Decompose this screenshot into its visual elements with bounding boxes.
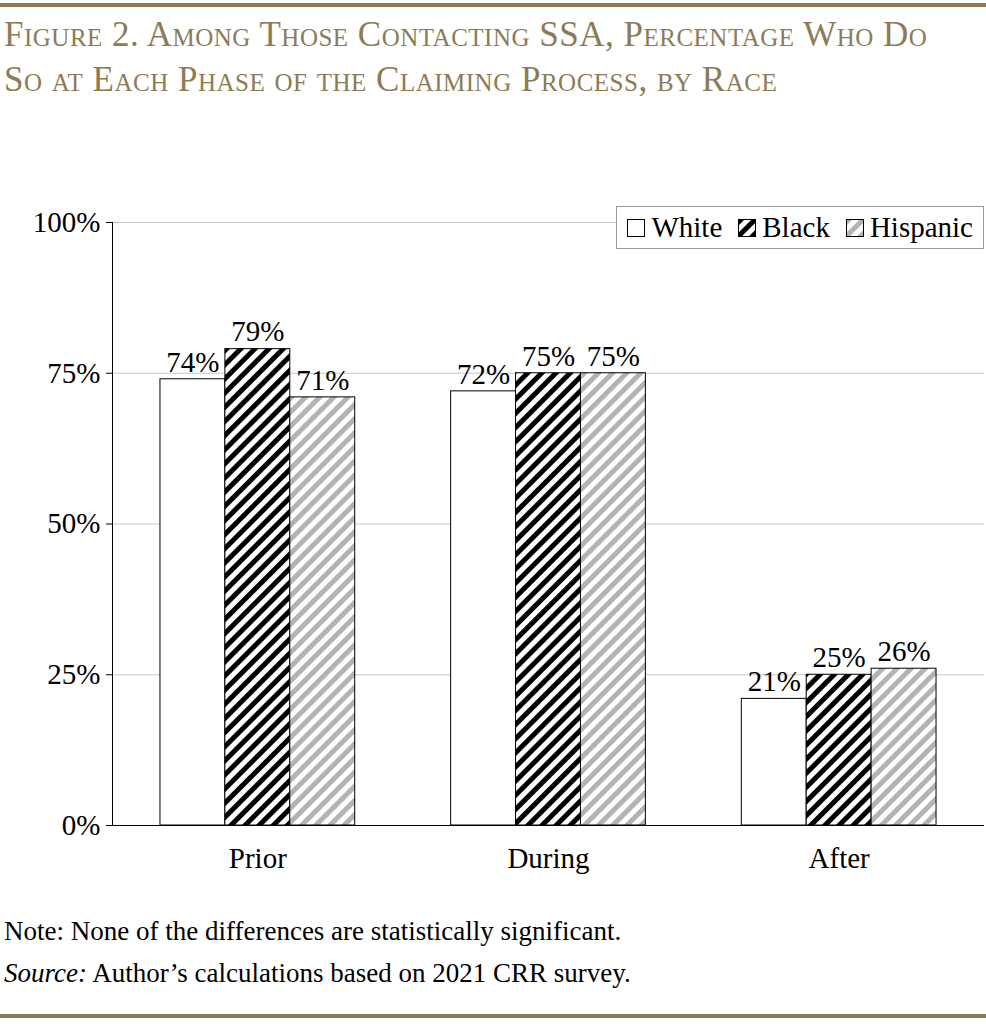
svg-text:During: During [507, 842, 589, 874]
svg-text:71%: 71% [296, 364, 349, 396]
html-text:White: White [651, 211, 723, 243]
svg-text:21%: 21% [748, 665, 801, 697]
html-text:Note: None of the differences: Note: None of the differences are statis… [4, 916, 622, 946]
svg-text:26%: 26% [877, 635, 930, 667]
svg-text:74%: 74% [166, 346, 219, 378]
svg-text:75%: 75% [587, 340, 640, 372]
svg-text:100%: 100% [33, 206, 101, 238]
html-text:Figure 2. Among Those Contacti: Figure 2. Among Those Contacting SSA, Pe… [4, 15, 928, 99]
html-text:Hispanic: Hispanic [869, 211, 973, 243]
svg-text:0%: 0% [62, 809, 101, 841]
svg-text:79%: 79% [231, 315, 284, 347]
svg-text:25%: 25% [47, 658, 100, 690]
svg-text:75%: 75% [522, 340, 575, 372]
svg-text:After: After [809, 842, 871, 874]
svg-text:72%: 72% [457, 358, 510, 390]
svg-text:Prior: Prior [229, 842, 287, 874]
html-text:Source: Author’s calculations: Source: Author’s calculations based on 2… [4, 958, 631, 988]
svg-text:50%: 50% [47, 507, 100, 539]
svg-text:25%: 25% [813, 641, 866, 673]
html-text:Black: Black [762, 211, 830, 243]
svg-text:75%: 75% [47, 357, 100, 389]
